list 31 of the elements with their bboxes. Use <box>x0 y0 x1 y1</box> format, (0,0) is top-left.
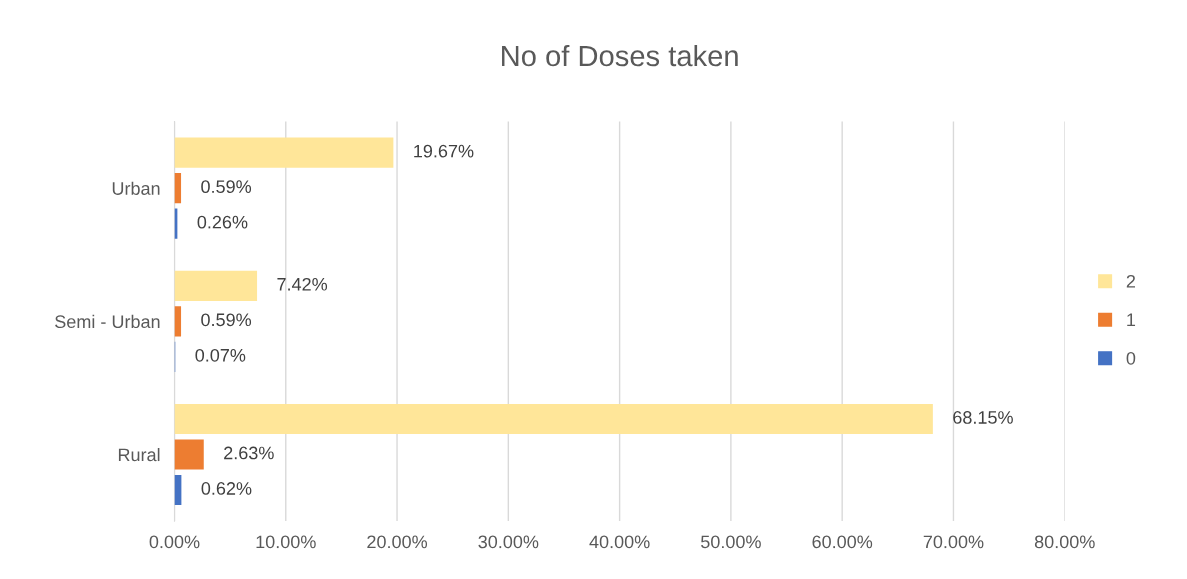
data-label: 19.67% <box>414 144 474 158</box>
bar <box>174 439 204 470</box>
bar <box>174 306 182 337</box>
x-tick-label: 40.00% <box>589 535 650 549</box>
x-tick-label: 30.00% <box>478 535 539 549</box>
data-label: 68.15% <box>953 411 1013 424</box>
chart-title: No of Doses taken <box>502 44 738 67</box>
data-label: 7.42% <box>277 277 328 291</box>
y-tick-label: Rural <box>118 447 160 462</box>
y-tick-label: Semi - Urban <box>55 314 160 329</box>
data-label: 0.62% <box>201 482 252 495</box>
legend-label: 0 <box>1126 351 1136 365</box>
legend-label: 1 <box>1127 313 1136 327</box>
bar <box>174 173 182 204</box>
x-tick-label: 20.00% <box>367 535 428 549</box>
data-label: 0.26% <box>197 215 248 229</box>
x-tick-label: 10.00% <box>256 535 316 549</box>
legend-label: 2 <box>1126 274 1136 288</box>
x-tick-label: 50.00% <box>701 535 761 549</box>
x-tick-label: 0.00% <box>149 535 200 549</box>
x-tick-label: 60.00% <box>812 535 873 549</box>
data-label: 0.07% <box>195 348 246 362</box>
x-tick-label: 80.00% <box>1034 535 1095 549</box>
data-label: 0.59% <box>201 180 252 194</box>
bar <box>174 403 933 435</box>
x-tick-label: 70.00% <box>923 535 984 549</box>
data-label: 2.63% <box>224 446 274 460</box>
bar <box>174 270 258 301</box>
data-label: 0.59% <box>201 313 252 327</box>
y-tick-label: Urban <box>112 181 160 195</box>
bar <box>174 137 394 168</box>
